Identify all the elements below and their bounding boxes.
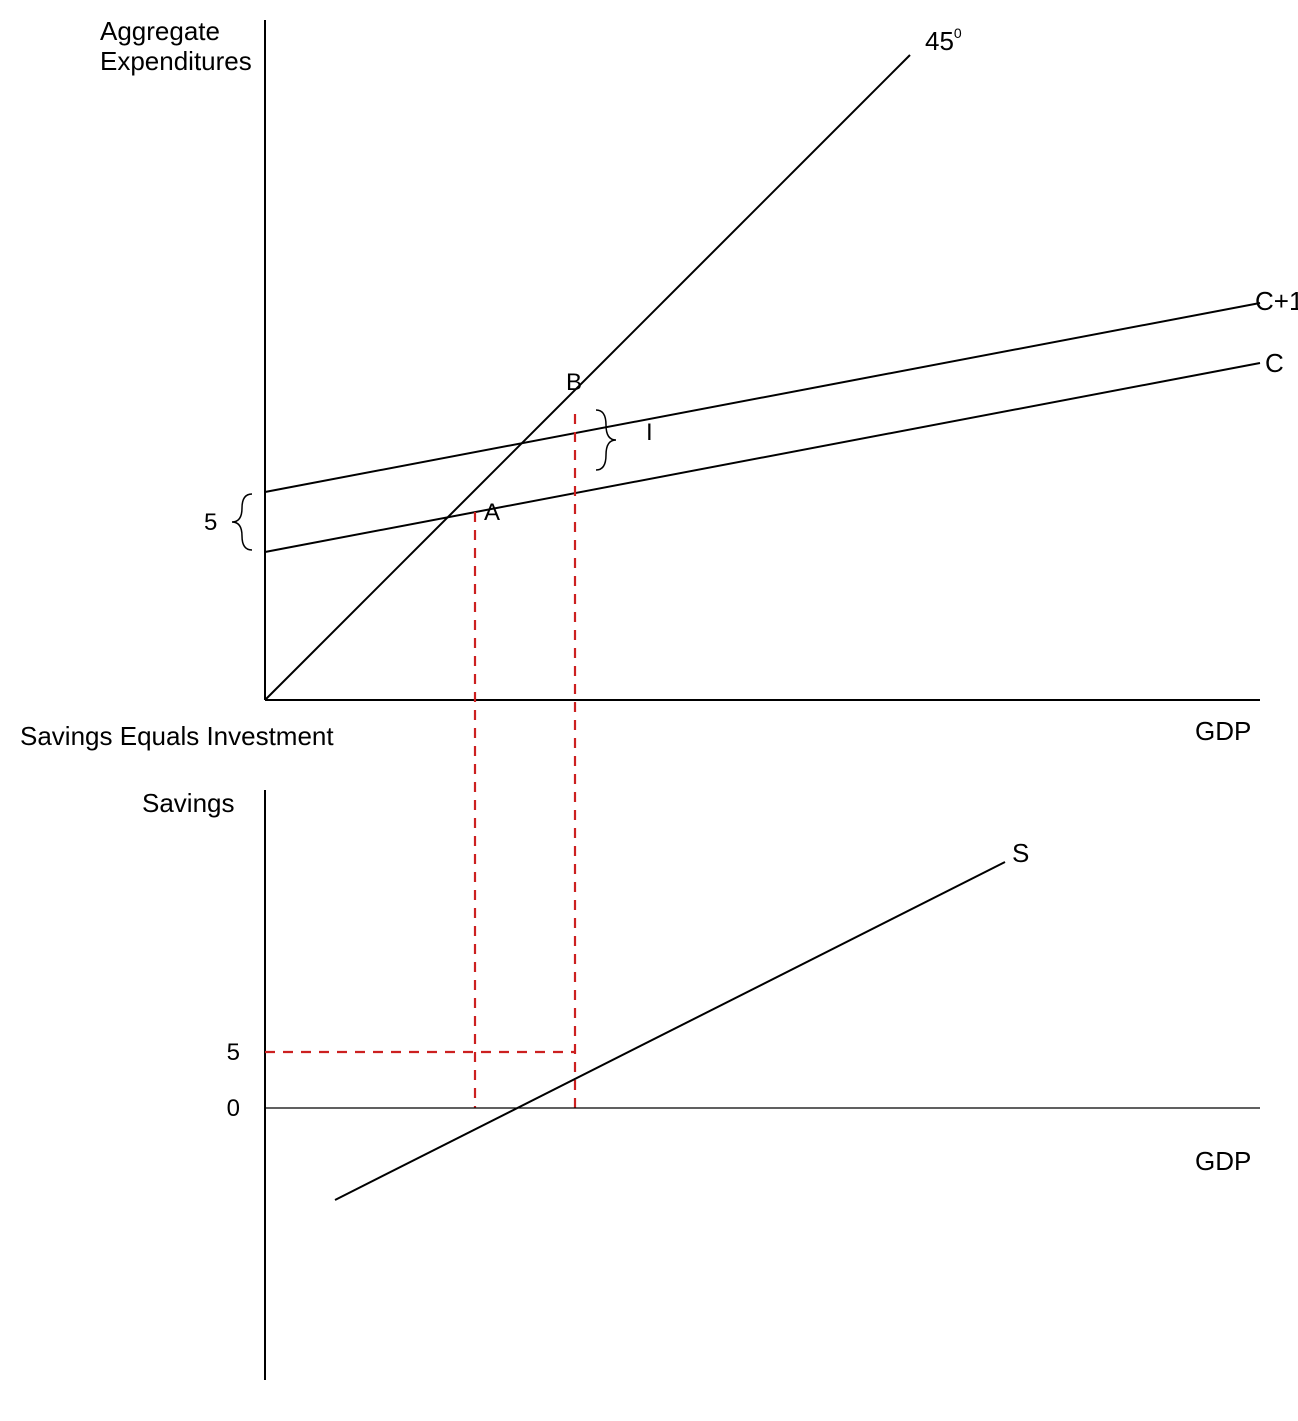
lower-y-axis-label: Savings [142,788,235,818]
forty-five-line [265,55,910,700]
consumption-line [265,363,1260,552]
brace-y-gap-5-label: 5 [204,509,217,536]
consumption-plus-investment-line-label: C+1 [1255,286,1298,316]
brace-i-gap [596,410,616,470]
brace-y-gap-5 [232,494,252,550]
consumption-plus-investment-line [265,303,1260,492]
lower-tick-5: 5 [227,1039,240,1066]
savings-line [335,862,1005,1200]
consumption-line-label: C [1265,348,1284,378]
chart-title: Savings Equals Investment [20,721,334,751]
point-b-label: B [566,369,582,396]
upper-y-axis-label-line1: Aggregate [100,16,220,46]
lower-tick-0: 0 [227,1095,240,1122]
savings-line-label: S [1012,838,1029,868]
upper-y-axis-label-line2: Expenditures [100,46,252,76]
brace-i-gap-label: I [646,419,653,446]
forty-five-label: 450 [925,25,962,56]
lower-x-axis-label: GDP [1195,1146,1251,1176]
point-a-label: A [484,499,500,526]
keynesian-cross-and-savings-diagram: Savings Equals Investment AggregateExpend… [0,0,1298,1421]
upper-x-axis-label: GDP [1195,716,1251,746]
